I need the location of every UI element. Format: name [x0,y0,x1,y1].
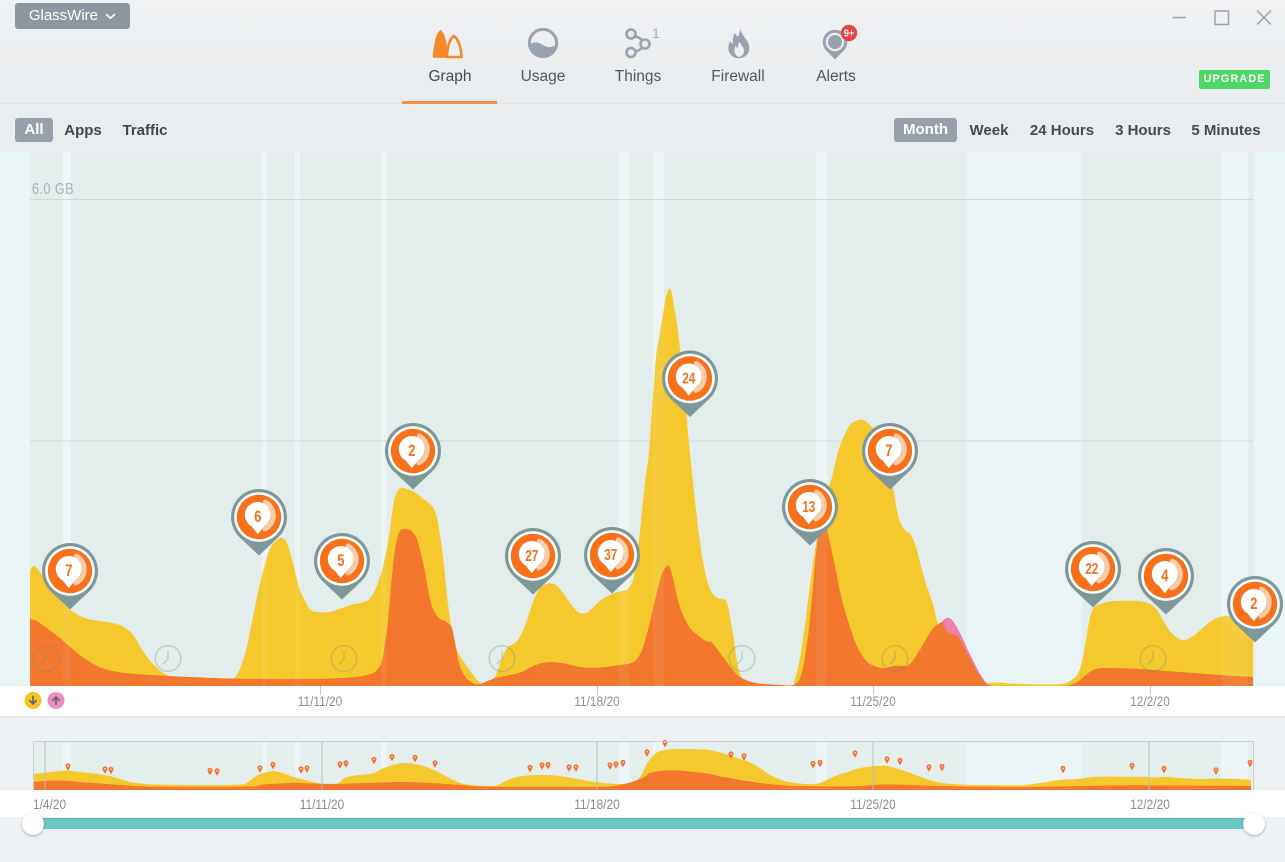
svg-text:1: 1 [652,25,660,41]
svg-text:2: 2 [1250,595,1257,614]
svg-text:6.0 GB: 6.0 GB [32,181,74,198]
svg-text:7: 7 [885,442,892,461]
svg-text:9+: 9+ [844,28,855,40]
svg-text:24: 24 [682,370,695,387]
svg-text:27: 27 [525,548,538,565]
svg-text:2: 2 [408,442,415,461]
svg-text:37: 37 [604,547,617,564]
svg-text:13: 13 [802,499,815,516]
svg-text:6: 6 [254,508,261,527]
svg-text:4: 4 [1161,567,1169,586]
svg-text:5: 5 [337,552,344,571]
svg-text:7: 7 [65,562,72,581]
svg-text:22: 22 [1085,561,1098,578]
